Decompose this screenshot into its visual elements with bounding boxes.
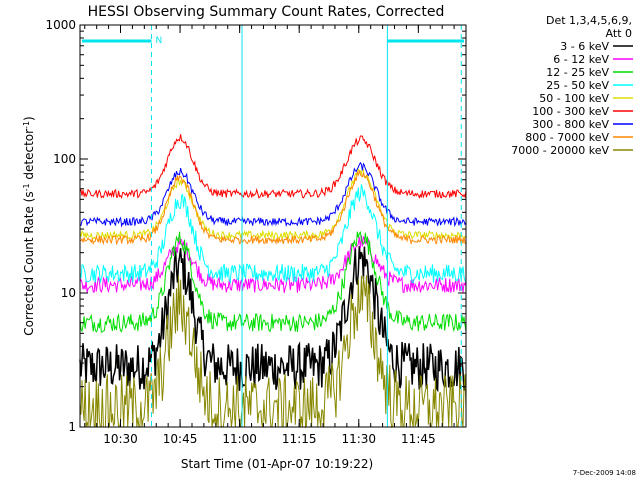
x-tick-label: 10:45	[163, 432, 198, 446]
series-line	[79, 184, 467, 285]
legend-label: 3 - 6 keV	[560, 40, 609, 53]
x-tick-label: 11:45	[401, 432, 436, 446]
series-line	[79, 167, 467, 241]
y-tick-label: 1000	[45, 18, 76, 32]
legend-label: 12 - 25 keV	[546, 66, 609, 79]
y-tick-label: 1	[68, 420, 76, 434]
series-line	[79, 134, 467, 200]
legend-label: 25 - 50 keV	[546, 79, 609, 92]
series-line	[79, 170, 467, 246]
series-line	[79, 246, 467, 393]
series-line	[79, 235, 467, 294]
legend-header-2: Att 0	[606, 27, 632, 40]
series-line	[79, 275, 467, 429]
plot-area: N 1 10 100 1000 10:30 10:45 11:00 11:15 11:30 11…	[45, 18, 467, 446]
x-axis: 10:30 10:45 11:00 11:15 11:30 11:45	[84, 25, 455, 446]
x-tick-label: 11:30	[341, 432, 376, 446]
timestamp: 7-Dec-2009 14:08	[573, 469, 636, 477]
legend-label: 800 - 7000 keV	[525, 131, 609, 144]
plot-frame	[79, 24, 467, 428]
marker-layer: N	[82, 25, 464, 427]
series-line	[79, 231, 467, 333]
legend-label: 300 - 800 keV	[532, 118, 609, 131]
legend-label: 100 - 300 keV	[532, 105, 609, 118]
series-line	[79, 161, 467, 228]
y-tick-label: 10	[61, 286, 76, 300]
y-axis: 1 10 100 1000	[45, 18, 466, 434]
legend-label: 6 - 12 keV	[553, 53, 609, 66]
night-marker: N	[155, 36, 162, 46]
chart-title: HESSI Observing Summary Count Rates, Cor…	[88, 4, 445, 20]
legend-label: 50 - 100 keV	[539, 92, 609, 105]
x-tick-label: 11:15	[282, 432, 317, 446]
legend-label: 7000 - 20000 keV	[511, 144, 609, 157]
x-tick-label: 11:00	[222, 432, 257, 446]
y-axis-label: Corrected Count Rate (s-1 detector-1)	[22, 116, 36, 335]
x-tick-label: 10:30	[103, 432, 138, 446]
x-axis-label: Start Time (01-Apr-07 10:19:22)	[181, 457, 373, 471]
series-layer	[79, 134, 467, 429]
legend-header-1: Det 1,3,4,5,6,9,	[546, 14, 632, 27]
y-tick-label: 100	[53, 152, 76, 166]
